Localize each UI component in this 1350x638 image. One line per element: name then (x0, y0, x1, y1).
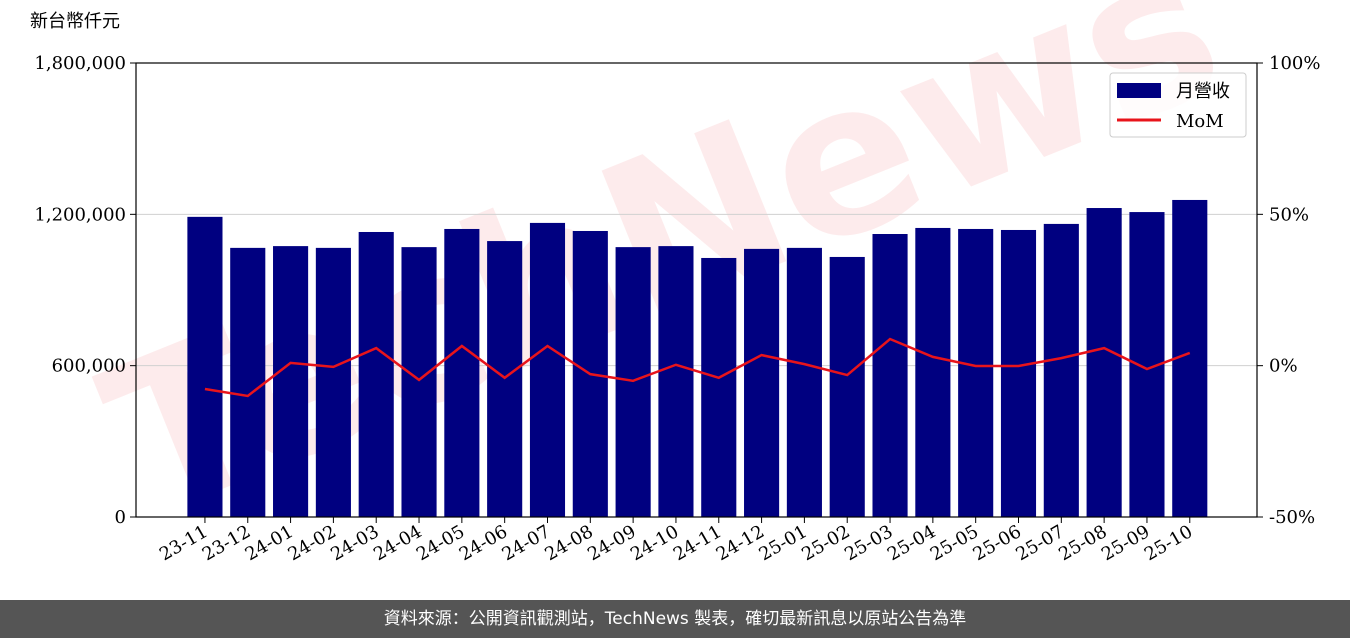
x-tick-label: 25-07 (1012, 521, 1067, 565)
y-tick-label: 0 (115, 507, 126, 528)
bar (701, 257, 737, 517)
bar (958, 228, 994, 517)
y2-tick-label: 0% (1269, 356, 1298, 377)
line (204, 337, 1191, 398)
x-tick-label: 24-06 (456, 521, 511, 565)
x-tick-label: 25-03 (841, 521, 896, 565)
bar (230, 247, 266, 517)
plot-frame (135, 62, 1258, 518)
footer: 資料來源：公開資訊觀測站，TechNews 製表，確切最新訊息以原站公告為準 (0, 600, 1350, 638)
legend-label: MoM (1176, 111, 1224, 132)
y2-tick-label: 50% (1269, 204, 1309, 225)
bar (529, 222, 566, 518)
bar (1000, 229, 1037, 517)
x-tick-label: 24-11 (670, 521, 725, 565)
bar (358, 231, 394, 517)
bar (1043, 223, 1079, 517)
bar (829, 256, 865, 517)
x-tick-label: 25-01 (755, 521, 810, 565)
y-axis-label: 新台幣仟元 (30, 11, 120, 32)
bar (872, 234, 908, 518)
y-tick-label: 1,200,000 (34, 204, 126, 225)
x-tick-label: 24-03 (327, 521, 382, 565)
x-tick-label: 25-04 (884, 521, 939, 565)
chart: 新台幣仟元 TechNews0600,0001,200,0001,800,000… (30, 0, 1320, 565)
bar (786, 247, 822, 517)
y2-tick-label: -50% (1269, 507, 1315, 528)
x-tick-label: 24-02 (284, 521, 339, 565)
x-tick-label: 24-07 (499, 521, 554, 565)
x-tick-label: 24-04 (370, 521, 425, 565)
x-tick-label: 24-10 (627, 521, 682, 565)
bar (315, 247, 351, 517)
x-tick-label: 25-02 (798, 521, 853, 565)
bar (401, 247, 437, 517)
x-tick-label: 24-08 (541, 521, 596, 565)
bar (1086, 208, 1122, 517)
x-tick-label: 25-05 (927, 521, 982, 565)
bar (444, 228, 480, 517)
x-tick-label: 25-09 (1098, 521, 1153, 565)
bar (915, 227, 951, 517)
x-tick-label: 25-06 (970, 521, 1025, 565)
x-tick-label: 24-05 (413, 521, 468, 565)
bar (273, 246, 309, 517)
x-tick-label: 24-12 (713, 521, 768, 565)
legend-swatch (1117, 83, 1161, 98)
y2-tick-label: 100% (1269, 53, 1320, 74)
bar (744, 248, 780, 518)
x-tick-label: 24-09 (584, 521, 639, 565)
bar (658, 246, 694, 517)
legend-label: 月營收 (1176, 81, 1230, 102)
y-tick-label: 1,800,000 (34, 53, 126, 74)
x-tick-label: 25-08 (1055, 521, 1110, 565)
y-tick-label: 600,000 (52, 356, 126, 377)
bar (187, 216, 223, 517)
x-tick-label: 25-10 (1141, 521, 1196, 565)
